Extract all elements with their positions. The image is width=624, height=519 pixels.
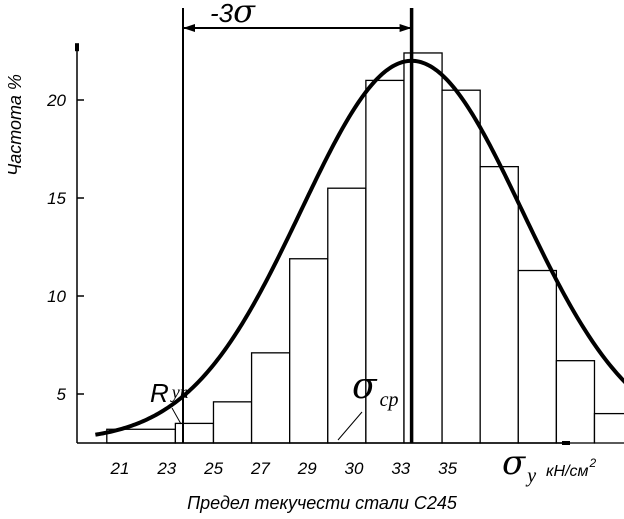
x-tick-label: 33 [391,459,410,478]
histogram-bar-8 [403,52,443,444]
x-axis: 21 23 25 27 29 30 33 35 [77,441,570,478]
histogram-bar-11 [517,269,558,444]
dimension-arrow-right [399,24,412,32]
y-tick-label: 5 [57,385,67,404]
histogram-bar-10 [479,165,519,444]
x-axis-unit: кН/см2 [546,456,597,480]
x-tick-label: 21 [110,459,130,478]
x-tick-label: 29 [297,459,317,478]
sigma-mean-label: σ cp [352,366,398,411]
x-tick-label: 35 [438,459,457,478]
x-tick-label: 23 [156,459,176,478]
histogram-bar-9 [441,89,481,444]
histogram-bar-6 [327,187,367,444]
y-tick-label: 10 [47,287,66,306]
histogram-bar-2 [174,422,215,444]
histogram-bars [106,52,624,444]
histogram-bar-7 [365,79,405,444]
y-axis-end-mark [75,43,79,52]
sigma-mean-leader-line [337,411,363,441]
minus-3sigma-label: -3σ [210,0,256,30]
histogram-bar-13 [593,412,624,444]
y-axis-title: Частота % [5,74,25,176]
r-yn-leader-line [171,407,182,425]
x-tick-label: 25 [203,459,223,478]
histogram-bar-5 [289,258,329,444]
x-tick-label: 30 [345,459,364,478]
x-axis-title: Предел текучести стали С245 [187,493,458,513]
histogram-bar-12 [555,360,596,444]
histogram-bar-3 [212,401,253,444]
dimension-arrow-left [183,24,195,32]
x-tick-label: 27 [250,459,270,478]
x-axis-end-mark [562,441,570,445]
normal-distribution-curve [95,58,624,437]
y-tick-label: 15 [47,189,66,208]
y-tick-label: 20 [46,91,66,110]
y-axis: 5 10 15 20 [46,43,84,443]
histogram-bar-4 [250,352,291,444]
